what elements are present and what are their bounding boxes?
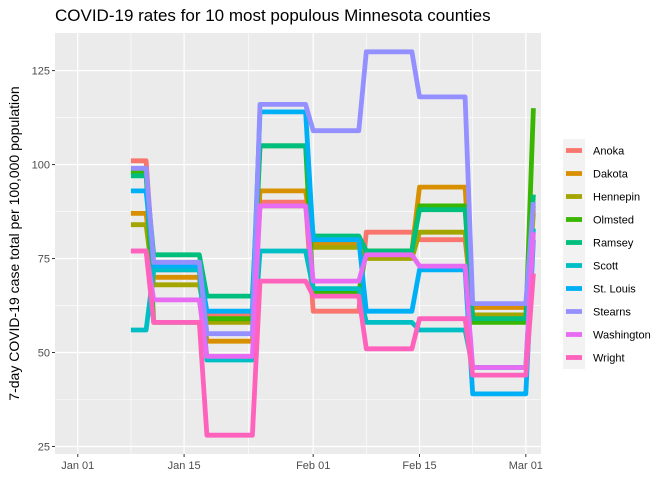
chart-title: COVID-19 rates for 10 most populous Minn… [55, 6, 491, 25]
legend-label-dakota: Dakota [593, 169, 629, 181]
series-line-st-louis [130, 109, 536, 397]
series-lines [130, 49, 536, 438]
legend-label-olmsted: Olmsted [593, 215, 634, 227]
y-axis: 25 50 75 100 125 [32, 66, 55, 453]
y-axis-title: 7-day COVID-19 case total per 100,000 po… [6, 86, 22, 400]
series-line-dakota [130, 184, 536, 344]
legend-label-st-louis: St. Louis [593, 284, 636, 296]
legend-label-anoka: Anoka [593, 146, 625, 158]
x-tick-label: Mar 01 [509, 460, 543, 472]
y-tick-label: 25 [38, 441, 50, 453]
y-tick-label: 50 [38, 348, 50, 360]
series-line-washington [130, 203, 536, 370]
y-tick-label: 100 [32, 160, 50, 172]
series-line-ramsey [130, 143, 536, 322]
legend-label-scott: Scott [593, 261, 618, 273]
legend-label-ramsey: Ramsey [593, 238, 634, 250]
y-tick-label: 125 [32, 66, 50, 78]
x-tick-label: Jan 01 [61, 460, 94, 472]
legend-label-hennepin: Hennepin [593, 192, 640, 204]
series-line-wright [130, 248, 536, 438]
series-line-hennepin [130, 203, 536, 325]
series-line-stearns [130, 49, 536, 337]
x-tick-label: Feb 01 [296, 460, 330, 472]
legend-label-washington: Washington [593, 330, 651, 342]
y-tick-label: 75 [38, 254, 50, 266]
legend: Anoka Dakota Hennepin Olmsted Ramsey Scott St.… [563, 139, 651, 369]
legend-label-stearns: Stearns [593, 307, 631, 319]
x-tick-label: Feb 15 [402, 460, 436, 472]
x-axis: Jan 01 Jan 15 Feb 01 Feb 15 Mar 01 [61, 454, 543, 472]
x-tick-label: Jan 15 [168, 460, 201, 472]
grid-major [55, 33, 541, 454]
legend-label-wright: Wright [593, 353, 625, 365]
